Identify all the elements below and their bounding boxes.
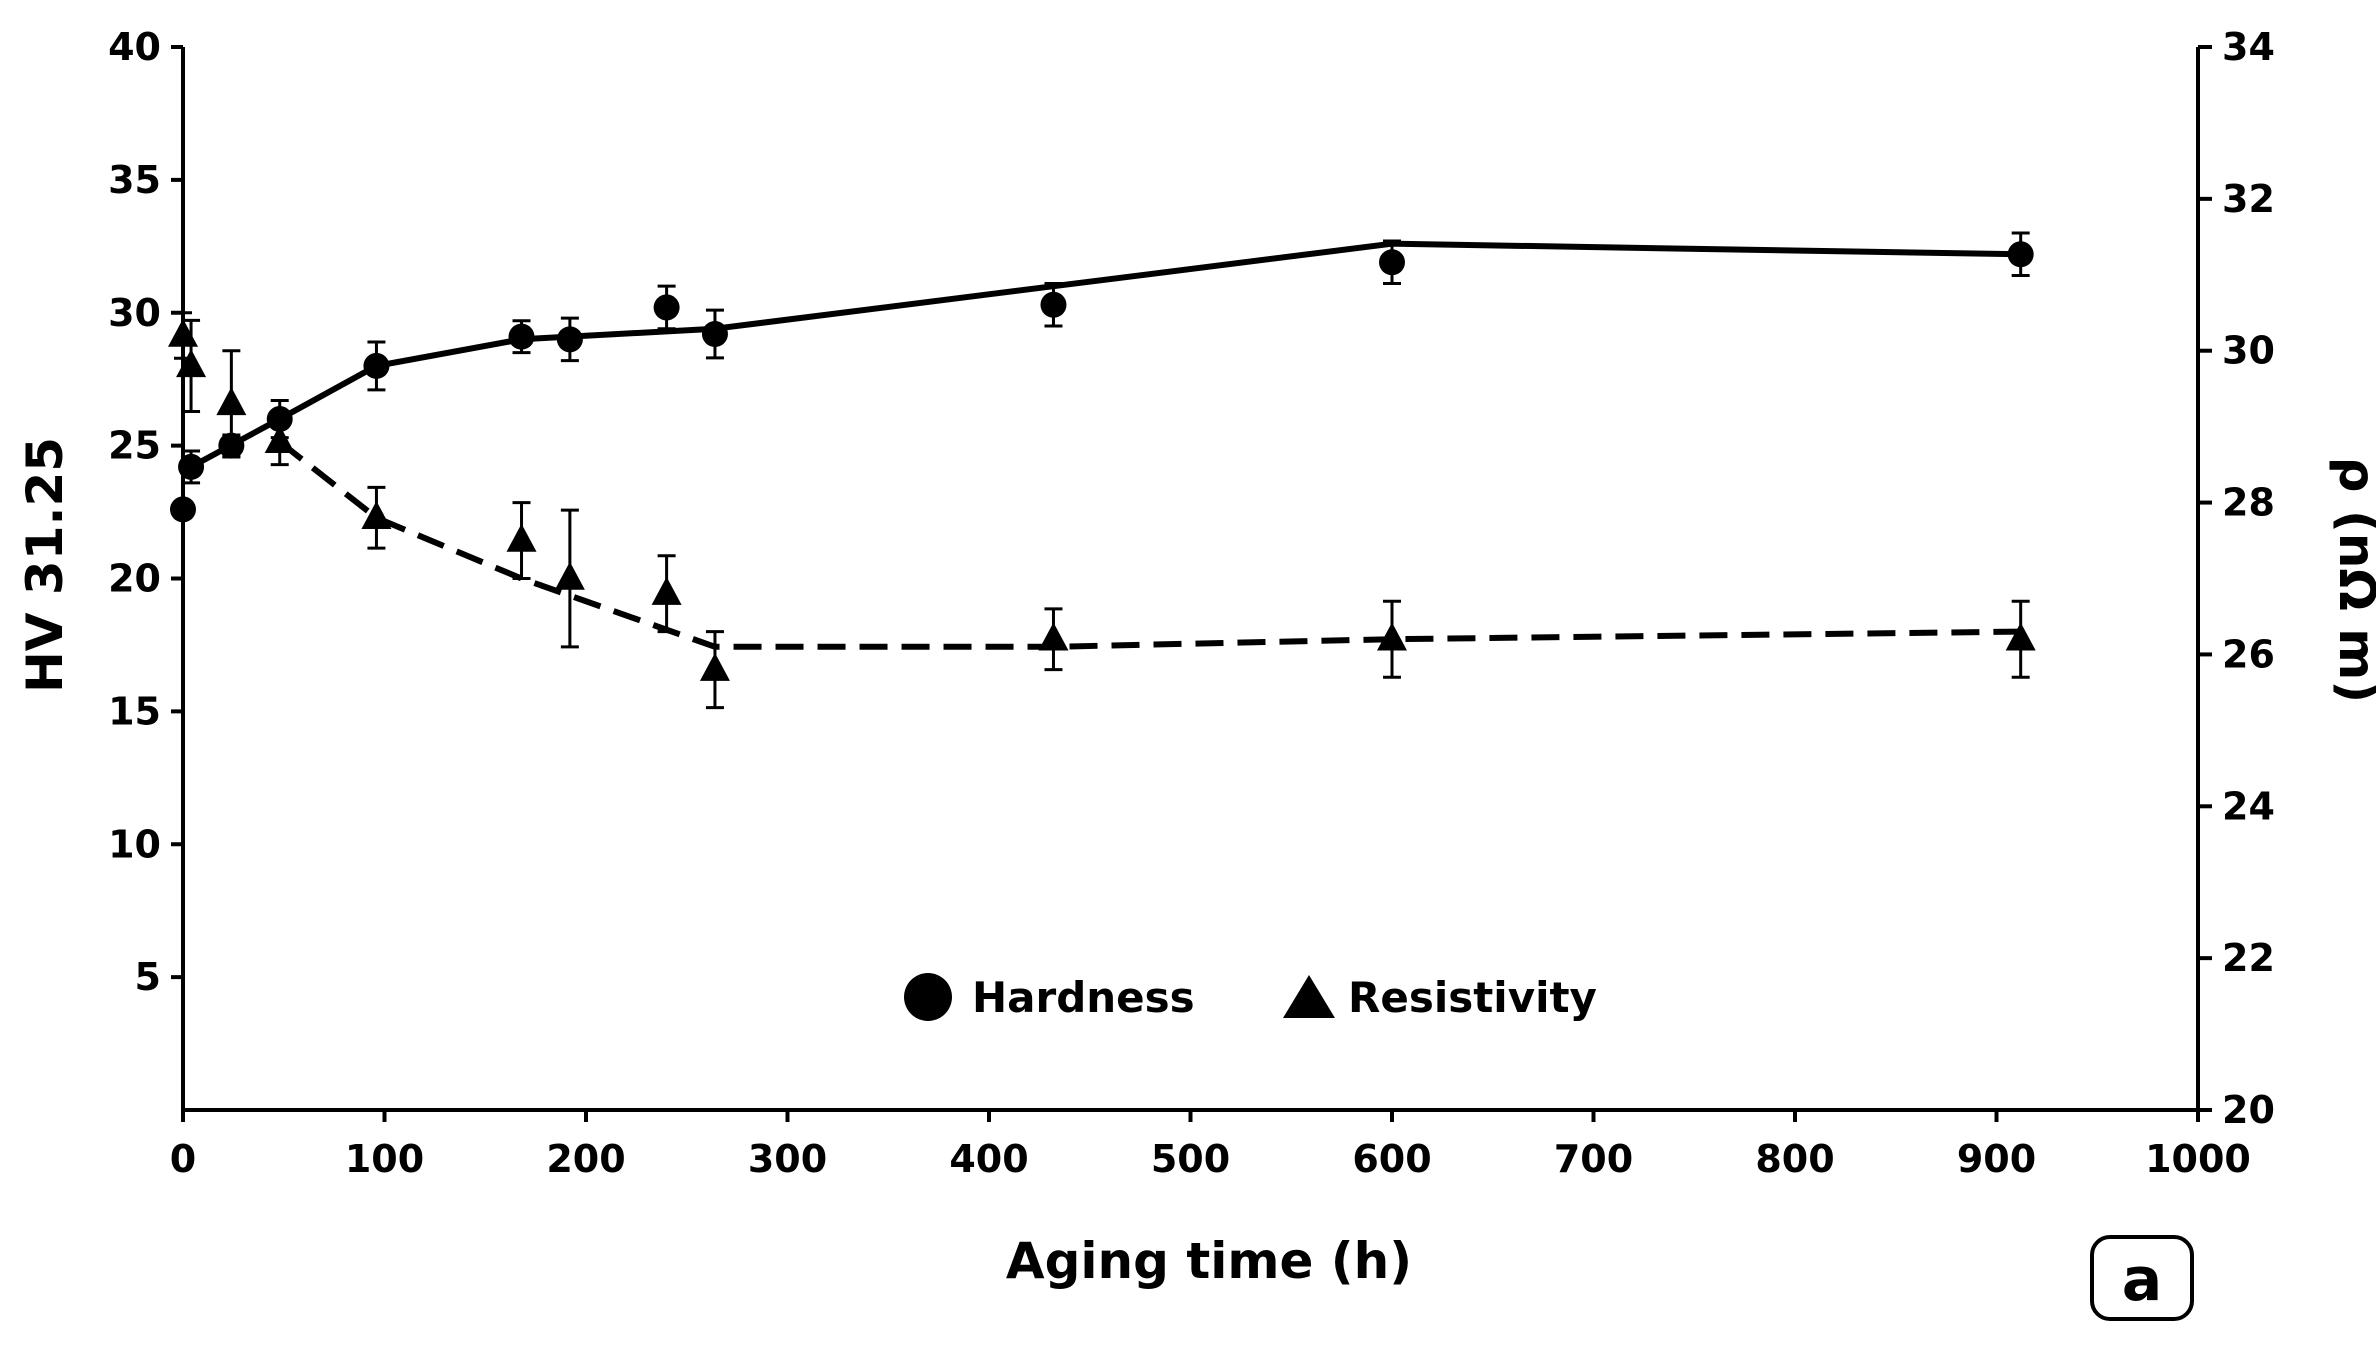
right-y-tick-label: 22 [2222,936,2275,980]
hardness-point [218,432,245,459]
resistivity-point [176,349,207,378]
data-markers [168,241,2036,681]
trend-lines [189,240,2021,650]
x-tick-label: 400 [949,1137,1028,1181]
resistivity-point [168,318,198,347]
x-tick-label: 700 [1554,1137,1633,1181]
axes: 0 100 200 300 400 500 600 700 800 900 1000 5 10 15 20 2… [108,25,2275,1181]
left-y-tick-label: 15 [108,689,161,733]
resistivity-point [216,387,247,416]
hardness-point [178,453,205,480]
hardness-trend-line [189,240,2021,470]
resistivity-point [264,425,295,454]
x-tick-label: 1000 [2145,1137,2251,1181]
legend-hardness-marker [904,973,952,1021]
right-y-tick-label: 28 [2222,481,2275,525]
right-y-tick-label: 30 [2222,329,2275,373]
x-tick-label: 100 [345,1137,424,1181]
left-y-tick-label: 10 [108,822,161,866]
left-y-tick-label: 20 [108,557,161,601]
panel-label-box: a [2090,1235,2194,1321]
left-y-tick-label: 25 [108,424,161,468]
resistivity-point [554,561,585,590]
hardness-point [170,496,196,523]
right-y-tick-label: 24 [2222,784,2275,828]
legend-hardness-label: Hardness [972,973,1195,1022]
panel-label: a [2122,1245,2163,1315]
resistivity-point [1038,622,1069,651]
resistivity-point [361,500,392,529]
resistivity-point [699,652,730,681]
legend: Hardness Resistivity [904,973,1597,1022]
panel-label-frame [2090,1235,2194,1321]
right-y-tick-label: 26 [2222,632,2275,676]
right-y-tick-label: 20 [2222,1088,2275,1132]
x-tick-label: 300 [748,1137,827,1181]
resistivity-point [506,523,537,552]
hardness-point [266,406,293,433]
x-tick-label: 200 [546,1137,625,1181]
hardness-point [363,352,390,379]
left-y-tick-label: 35 [108,158,161,202]
left-y-tick-label: 40 [108,25,161,69]
hardness-point [1040,291,1067,318]
right-y-tick-label: 32 [2222,177,2275,221]
left-y-tick-label: 30 [108,291,161,335]
legend-resistivity-marker [1283,975,1335,1018]
right-y-axis-title: ρ (nΩ m) [2328,457,2376,704]
hardness-point [701,321,728,348]
hardness-point [2007,241,2034,268]
left-y-tick-label: 5 [135,955,161,999]
resistivity-trend-line [277,439,2021,650]
hardness-point [1379,249,1405,276]
x-tick-label: 900 [1957,1137,2036,1181]
legend-resistivity-label: Resistivity [1348,973,1597,1022]
resistivity-point [1377,622,1407,651]
right-y-tick-label: 34 [2222,25,2275,69]
x-tick-label: 800 [1755,1137,1834,1181]
hardness-point [508,323,535,350]
x-axis-title: Aging time (h) [1006,1232,1412,1290]
x-tick-label: 500 [1151,1137,1230,1181]
x-tick-label: 0 [170,1137,196,1181]
resistivity-point [651,576,682,605]
left-y-axis-title: HV 31.25 [16,437,74,693]
resistivity-point [2005,622,2036,651]
hardness-point [556,326,583,353]
hardness-point [653,294,680,321]
x-tick-label: 600 [1352,1137,1431,1181]
